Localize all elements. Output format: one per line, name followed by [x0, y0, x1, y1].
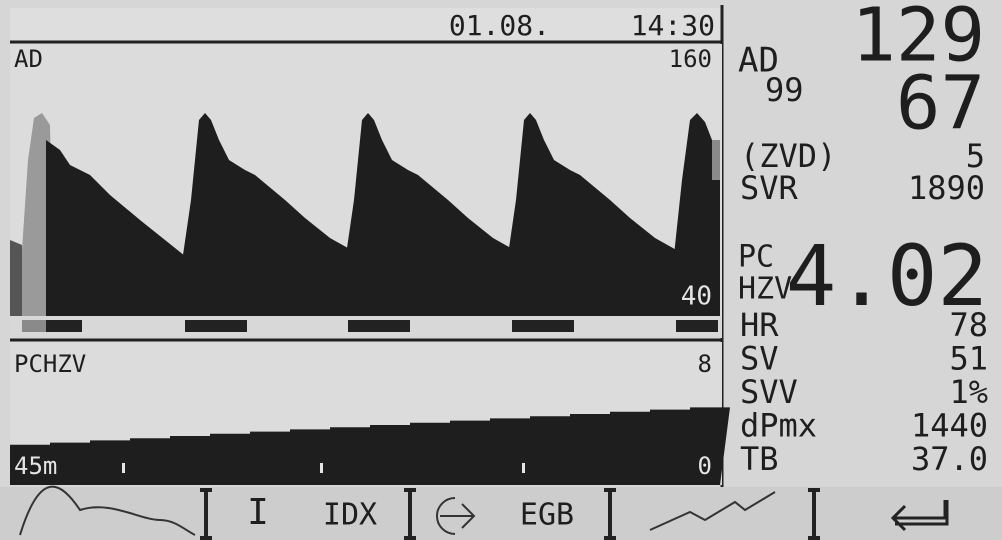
ad-waveform: [10, 44, 722, 316]
readout-label: SV: [740, 340, 779, 378]
beat-marker: [46, 320, 82, 332]
readout-label: TB: [740, 440, 779, 478]
readout-value: 1440: [911, 407, 988, 445]
top-bar: [10, 8, 722, 42]
ad-mean: 99: [765, 71, 804, 109]
time-tick: [122, 463, 125, 473]
pchzv-time-span: 45m: [14, 452, 57, 480]
monitor-screen: 01.08. 14:30 AD 160 40 PCHZV 8 45m 0 AD …: [0, 0, 1002, 540]
softkey-egb[interactable]: EGB: [520, 498, 574, 533]
hzv-label: HZV: [738, 272, 792, 307]
time-tick: [320, 463, 323, 473]
pchzv-scale-max: 8: [698, 350, 712, 378]
time: 14:30: [631, 9, 715, 42]
beat-marker: [185, 320, 247, 332]
svr-value: 1890: [908, 169, 985, 207]
pchzv-trend: [10, 342, 730, 485]
readout-value: 37.0: [911, 440, 988, 478]
time-tick: [522, 463, 525, 473]
pc-label: PC: [738, 240, 774, 275]
softkey-index[interactable]: I: [247, 492, 269, 533]
readout-label: HR: [740, 306, 779, 344]
wave-edge: [712, 140, 720, 180]
readout-value: 78: [949, 306, 988, 344]
ad-diastolic: 67: [896, 61, 985, 147]
beat-marker: [22, 320, 46, 332]
readout-value: 51: [949, 340, 988, 378]
softkey-bar: [0, 487, 1002, 540]
beat-marker: [676, 320, 718, 332]
beat-marker: [512, 320, 574, 332]
ad-scale-max: 160: [669, 45, 712, 73]
readout-label: dPmx: [740, 407, 817, 445]
beat-marker: [348, 320, 410, 332]
pulse: [10, 240, 22, 316]
softkey-idx[interactable]: IDX: [323, 498, 377, 533]
ad-chart-label: AD: [14, 45, 43, 73]
readout-label: SVV: [740, 373, 798, 411]
readout-value: 1%: [949, 373, 988, 411]
svr-label: SVR: [740, 169, 799, 207]
pchzv-scale-min: 0: [698, 452, 712, 480]
ad-scale-min: 40: [681, 282, 712, 312]
page: {"header": {"date": "01.08.", "time": "1…: [0, 0, 1002, 540]
pchzv-chart-label: PCHZV: [14, 350, 86, 378]
date: 01.08.: [449, 9, 550, 42]
